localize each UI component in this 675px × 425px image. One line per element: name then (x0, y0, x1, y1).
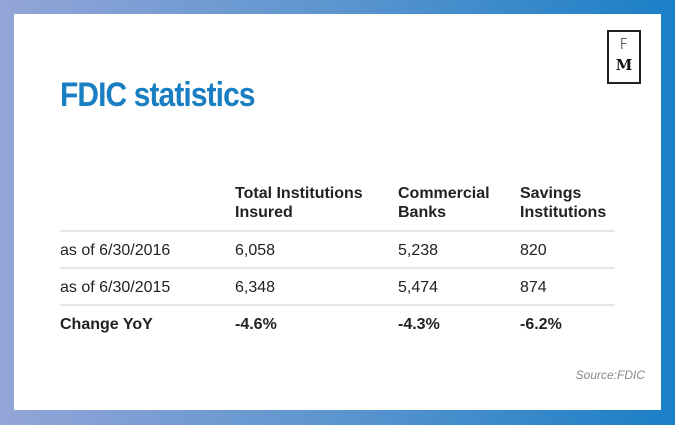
table-header: Total Institutions Insured Commercial Ban… (60, 184, 615, 232)
table-row-cell: as of 6/30/2016 (60, 242, 171, 259)
table-row-cell: 820 (520, 242, 547, 259)
logo-letter-m: M (615, 56, 633, 74)
table-row-cell: 874 (520, 279, 547, 296)
page-title: FDIC statistics (60, 76, 256, 114)
statistics-table: Total Institutions Insured Commercial Ban… (60, 184, 615, 341)
table-row-cell: -4.3% (398, 316, 440, 333)
table-row-cell: -6.2% (520, 316, 562, 333)
table-row-cell: 6,058 (235, 242, 276, 259)
table-row: Change YoY -4.6% -4.3% -6.2% (60, 306, 615, 341)
table-row-cell: 6,348 (235, 279, 276, 296)
table-header-cell: Savings Institutions (520, 185, 607, 221)
fm-logo: F M (607, 30, 641, 84)
source-note: Source:FDIC (575, 368, 645, 382)
infographic-card: F M FDIC statistics Total Institutions I… (14, 14, 661, 410)
table-row-cell: -4.6% (235, 316, 277, 333)
table-row: as of 6/30/2016 6,058 5,238 820 (60, 232, 615, 269)
table-row-cell: 5,474 (398, 279, 439, 296)
table-row-cell: as of 6/30/2015 (60, 279, 171, 296)
table-row: as of 6/30/2015 6,348 5,474 874 (60, 269, 615, 306)
table-header-cell: Commercial Banks (398, 185, 490, 221)
table-row-cell: Change YoY (60, 316, 153, 333)
table-row-cell: 5,238 (398, 242, 439, 259)
table-header-cell: Total Institutions Insured (235, 185, 363, 221)
logo-letter-f: F (619, 35, 629, 53)
